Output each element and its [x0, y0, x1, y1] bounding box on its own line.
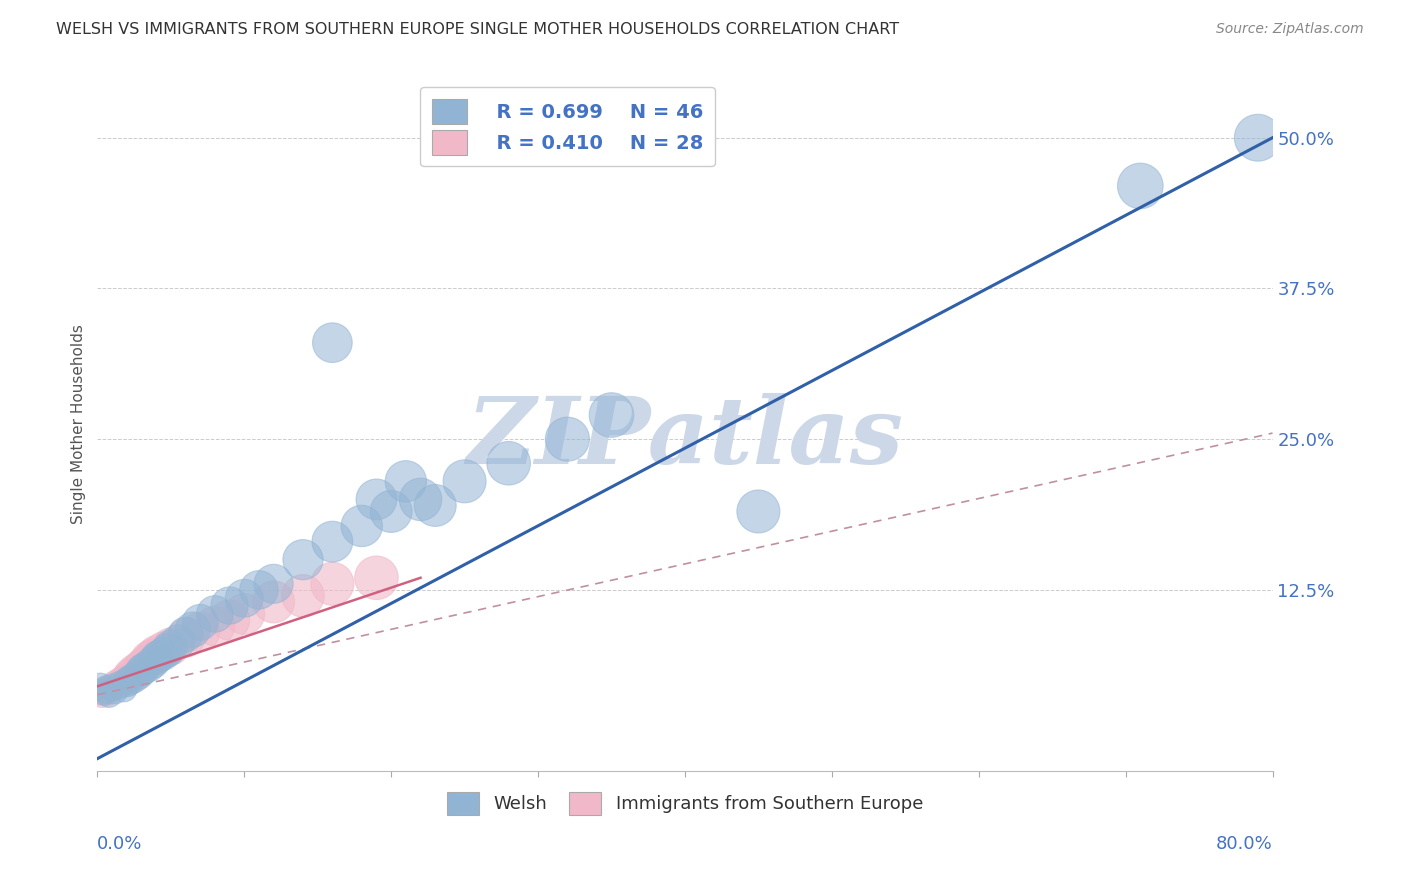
- Point: [188, 615, 211, 630]
- Point: [174, 631, 197, 645]
- Point: [156, 643, 179, 657]
- Point: [115, 675, 138, 690]
- Point: [122, 664, 145, 678]
- Point: [159, 640, 181, 654]
- Point: [321, 577, 343, 591]
- Point: [218, 613, 240, 627]
- Point: [100, 681, 122, 695]
- Point: [204, 619, 226, 633]
- Point: [145, 647, 167, 661]
- Point: [159, 640, 181, 654]
- Point: [152, 647, 174, 661]
- Point: [96, 682, 118, 697]
- Point: [87, 685, 110, 699]
- Point: [118, 673, 141, 688]
- Point: [409, 492, 432, 507]
- Point: [247, 582, 270, 597]
- Point: [181, 623, 204, 637]
- Point: [142, 655, 165, 669]
- Point: [747, 504, 769, 518]
- Point: [350, 519, 373, 533]
- Point: [453, 475, 475, 489]
- Point: [91, 685, 114, 699]
- Point: [204, 607, 226, 621]
- Text: ZIPatlas: ZIPatlas: [467, 393, 904, 483]
- Point: [263, 595, 285, 609]
- Point: [134, 661, 156, 675]
- Point: [148, 649, 170, 664]
- Point: [292, 552, 315, 566]
- Point: [395, 475, 418, 489]
- Point: [90, 688, 112, 702]
- Text: 80.0%: 80.0%: [1216, 835, 1272, 853]
- Point: [1247, 130, 1270, 145]
- Point: [233, 591, 256, 606]
- Point: [97, 685, 120, 699]
- Point: [167, 634, 190, 648]
- Point: [233, 607, 256, 621]
- Point: [108, 678, 131, 692]
- Point: [138, 658, 160, 673]
- Point: [101, 681, 124, 695]
- Point: [366, 571, 388, 585]
- Point: [89, 679, 111, 693]
- Point: [138, 651, 160, 665]
- Point: [557, 432, 579, 446]
- Point: [127, 661, 149, 675]
- Point: [174, 627, 197, 641]
- Point: [104, 678, 127, 692]
- Point: [131, 658, 153, 673]
- Point: [425, 499, 447, 513]
- Point: [104, 684, 127, 698]
- Point: [118, 667, 141, 681]
- Point: [1129, 178, 1152, 193]
- Point: [98, 688, 121, 702]
- Point: [263, 577, 285, 591]
- Point: [131, 664, 153, 678]
- Point: [321, 534, 343, 549]
- Point: [112, 673, 135, 688]
- Point: [321, 335, 343, 350]
- Point: [498, 456, 520, 470]
- Point: [112, 681, 135, 696]
- Point: [108, 675, 131, 690]
- Point: [600, 408, 623, 422]
- Point: [122, 671, 145, 685]
- Point: [135, 655, 157, 669]
- Point: [218, 599, 240, 613]
- Text: WELSH VS IMMIGRANTS FROM SOUTHERN EUROPE SINGLE MOTHER HOUSEHOLDS CORRELATION CH: WELSH VS IMMIGRANTS FROM SOUTHERN EUROPE…: [56, 22, 900, 37]
- Text: Source: ZipAtlas.com: Source: ZipAtlas.com: [1216, 22, 1364, 37]
- Y-axis label: Single Mother Households: Single Mother Households: [72, 324, 86, 524]
- Point: [366, 492, 388, 507]
- Text: 0.0%: 0.0%: [97, 835, 143, 853]
- Point: [380, 504, 402, 518]
- Point: [93, 682, 115, 697]
- Point: [127, 667, 149, 681]
- Point: [152, 643, 174, 657]
- Point: [292, 589, 315, 603]
- Point: [145, 651, 167, 665]
- Point: [188, 625, 211, 640]
- Point: [142, 649, 165, 664]
- Legend: Welsh, Immigrants from Southern Europe: Welsh, Immigrants from Southern Europe: [437, 783, 932, 824]
- Point: [115, 671, 138, 685]
